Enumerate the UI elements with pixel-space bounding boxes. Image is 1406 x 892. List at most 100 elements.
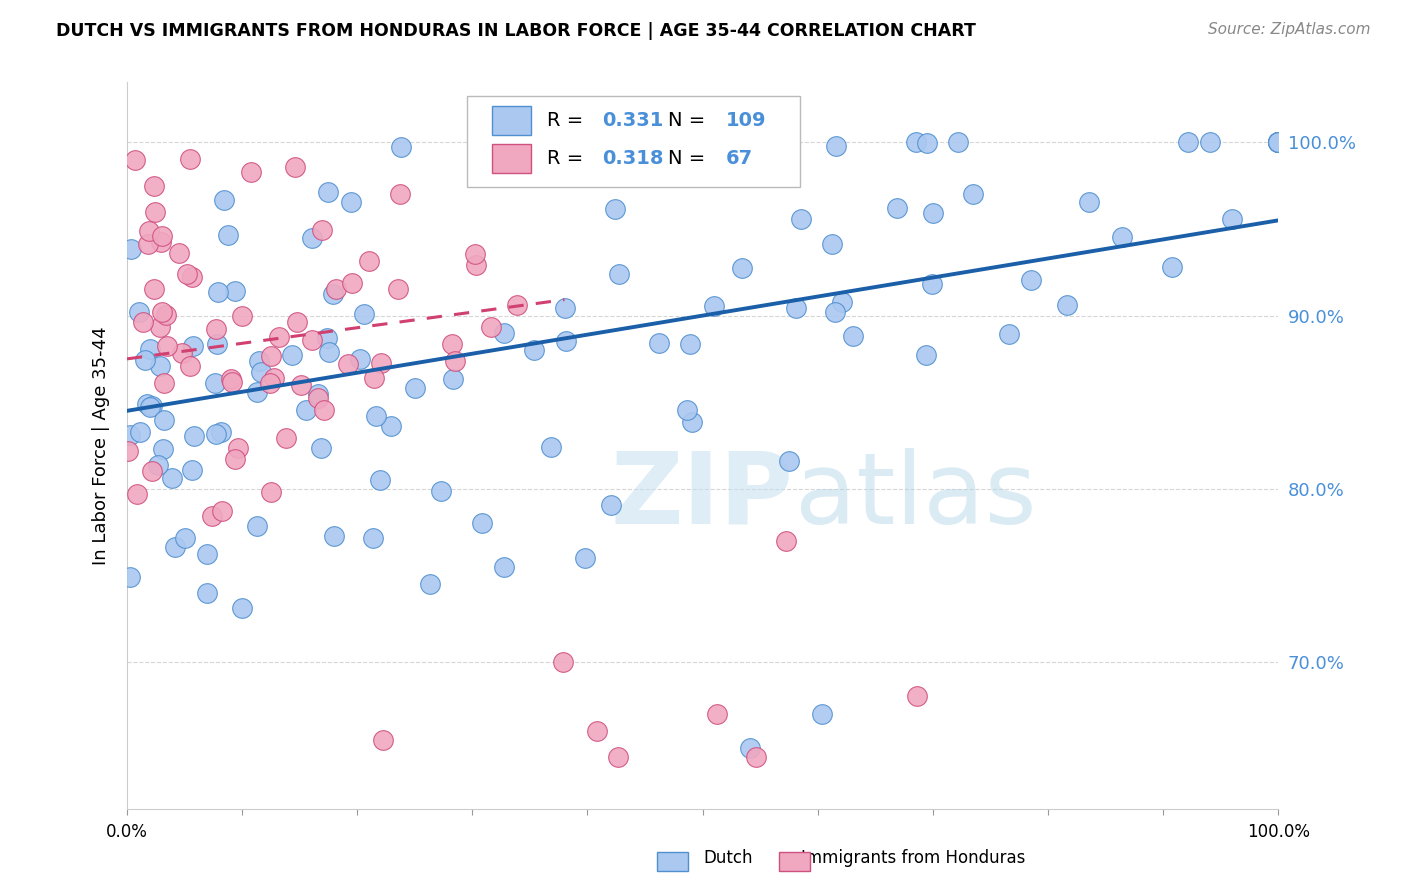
Point: [336, 357, 359, 371]
Point: [246, 384, 269, 399]
Text: DUTCH VS IMMIGRANTS FROM HONDURAS IN LABOR FORCE | AGE 35-44 CORRELATION CHART: DUTCH VS IMMIGRANTS FROM HONDURAS IN LAB…: [56, 22, 976, 40]
Point: [150, 229, 173, 244]
Point: [479, 320, 502, 334]
Point: [430, 483, 453, 498]
Point: [139, 400, 162, 414]
Text: N =: N =: [668, 111, 711, 130]
Point: [176, 267, 198, 281]
Point: [145, 204, 167, 219]
Point: [314, 403, 336, 417]
Y-axis label: In Labor Force | Age 35-44: In Labor Force | Age 35-44: [93, 326, 110, 565]
Point: [219, 372, 242, 386]
Point: [553, 655, 575, 669]
Point: [165, 541, 187, 555]
Point: [775, 533, 797, 548]
Text: 0.318: 0.318: [602, 149, 664, 168]
Point: [886, 201, 908, 215]
Point: [322, 529, 344, 543]
Point: [204, 376, 226, 391]
Point: [309, 441, 332, 455]
Point: [824, 139, 846, 153]
Point: [364, 409, 387, 423]
Point: [118, 428, 141, 442]
Point: [962, 186, 984, 201]
Point: [224, 285, 246, 299]
Point: [260, 349, 283, 363]
Point: [174, 532, 197, 546]
Point: [1078, 194, 1101, 209]
Text: N =: N =: [668, 149, 711, 168]
Point: [419, 577, 441, 591]
Point: [946, 136, 969, 150]
Point: [127, 487, 149, 501]
Point: [675, 402, 697, 417]
Point: [152, 442, 174, 456]
Point: [231, 601, 253, 615]
Point: [269, 330, 291, 344]
Point: [921, 277, 943, 292]
Point: [142, 282, 165, 296]
Point: [607, 267, 630, 281]
Point: [149, 319, 172, 334]
Point: [160, 471, 183, 485]
Point: [370, 356, 392, 370]
Point: [263, 370, 285, 384]
Point: [1267, 136, 1289, 150]
Point: [349, 352, 371, 367]
Point: [464, 258, 486, 272]
Point: [740, 741, 762, 756]
Point: [540, 440, 562, 454]
Point: [648, 336, 671, 351]
Point: [905, 690, 928, 704]
Point: [301, 231, 323, 245]
Point: [682, 416, 704, 430]
Point: [153, 413, 176, 427]
Point: [363, 371, 385, 385]
Point: [129, 425, 152, 439]
Text: 67: 67: [725, 149, 752, 168]
Point: [353, 307, 375, 321]
Point: [284, 161, 307, 175]
Point: [842, 329, 865, 343]
Point: [249, 365, 271, 379]
Point: [180, 269, 202, 284]
Text: R =: R =: [547, 111, 589, 130]
Point: [464, 247, 486, 261]
Point: [1111, 229, 1133, 244]
Point: [211, 504, 233, 518]
Point: [554, 301, 576, 315]
Point: [128, 304, 150, 318]
Point: [831, 295, 853, 310]
Point: [731, 261, 754, 276]
Point: [153, 376, 176, 390]
Point: [136, 236, 159, 251]
Point: [785, 301, 807, 316]
Point: [506, 298, 529, 312]
Point: [195, 586, 218, 600]
Point: [492, 326, 515, 340]
Point: [136, 397, 159, 411]
Point: [706, 706, 728, 721]
Point: [226, 441, 249, 455]
Point: [380, 419, 402, 434]
Point: [325, 282, 347, 296]
Point: [1267, 136, 1289, 150]
Point: [224, 451, 246, 466]
Text: R =: R =: [547, 149, 589, 168]
Point: [285, 315, 308, 329]
Point: [311, 222, 333, 236]
Point: [183, 428, 205, 442]
Point: [492, 559, 515, 574]
Point: [998, 326, 1021, 341]
Point: [134, 352, 156, 367]
Point: [150, 304, 173, 318]
Text: 100.0%: 100.0%: [1247, 822, 1309, 841]
Point: [523, 343, 546, 357]
Point: [387, 282, 409, 296]
Point: [172, 346, 194, 360]
Text: ZIP: ZIP: [610, 448, 793, 545]
Point: [1220, 211, 1243, 226]
Point: [290, 378, 312, 392]
Point: [141, 399, 163, 413]
Text: 109: 109: [725, 111, 766, 130]
